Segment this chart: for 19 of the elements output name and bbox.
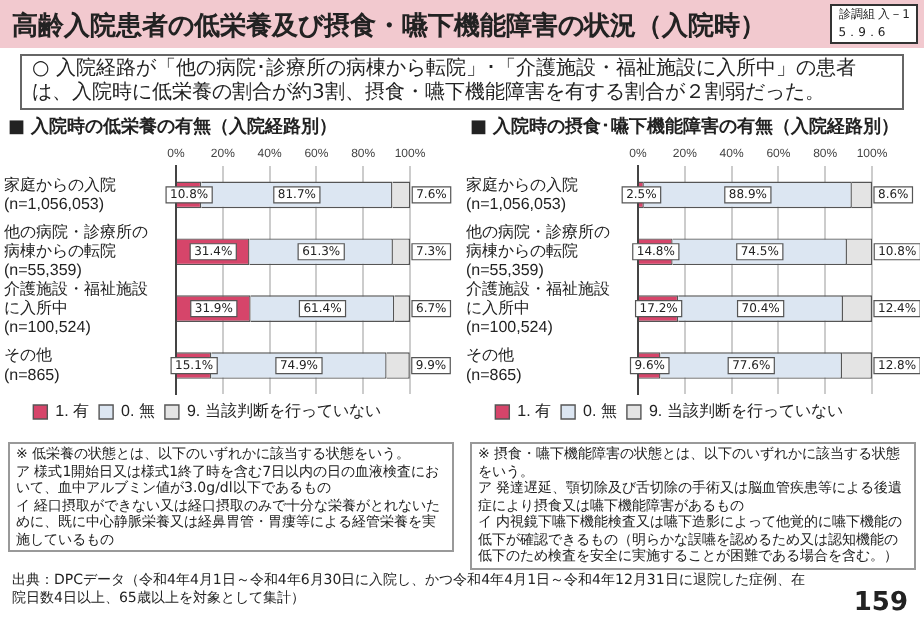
text: 高齢入院患者の低栄養及び摂食・嚥下機能障害の状況（入院時）: [12, 9, 766, 44]
y-tick-label: 介護施設・福祉施設に入所中(n=100,524): [4, 279, 148, 337]
text: 159: [853, 588, 908, 618]
y-tick-label: その他(n=865): [4, 346, 61, 384]
y-tick-label: 家庭からの入院(n=1,056,053): [4, 175, 116, 213]
y-tick-label: その他(n=865): [466, 346, 523, 384]
y-tick-label: 他の病院・診療所の病棟からの転院(n=55,359): [466, 222, 610, 280]
legend-label: 1. 有: [55, 402, 90, 421]
chart-title: ■ 入院時の低栄養の有無（入院経路別）: [6, 114, 340, 140]
legend-label: 9. 当該判断を行っていない: [648, 402, 843, 421]
text: ○ 入院経路が「他の病院･診療所の病棟から転院」･「介護施設・福祉施設に入所中」の患者は、入院時に低栄養の割合が約3割、摂食・嚥下機能障害を有する割合が２割弱だった。: [20, 54, 904, 110]
legend-label: 0. 無: [121, 402, 155, 421]
y-tick-label: 介護施設・福祉施設に入所中(n=100,524): [466, 279, 610, 337]
legend-label: 0. 無: [583, 402, 617, 421]
y-tick-label: 家庭からの入院(n=1,056,053): [466, 175, 578, 213]
legend-label: 9. 当該判断を行っていない: [186, 402, 381, 421]
y-tick-label: 他の病院・診療所の病棟からの転院(n=55,359): [4, 222, 148, 280]
legend-label: 1. 有: [517, 402, 552, 421]
chart-title: ■ 入院時の摂食･嚥下機能障害の有無（入院経路別）: [468, 114, 902, 140]
